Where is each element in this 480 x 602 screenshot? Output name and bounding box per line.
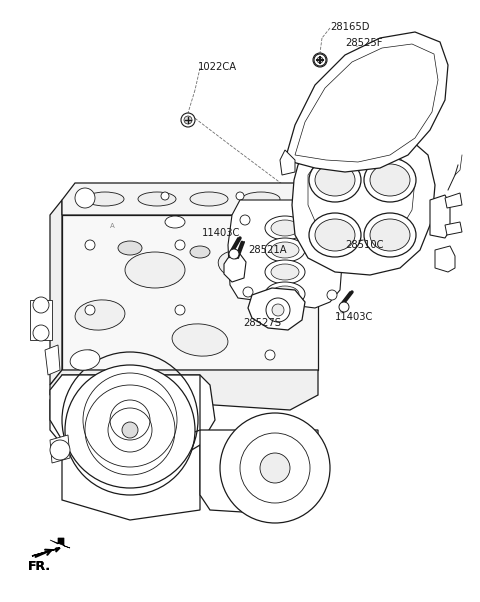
Text: 11403C: 11403C [335,312,373,322]
Circle shape [317,57,323,63]
Circle shape [161,192,169,200]
Ellipse shape [265,238,305,262]
Polygon shape [50,370,318,410]
Circle shape [236,192,244,200]
Polygon shape [248,288,305,330]
Ellipse shape [309,213,361,257]
Ellipse shape [364,158,416,202]
Polygon shape [30,300,52,340]
Ellipse shape [271,242,299,258]
Circle shape [175,240,185,250]
Circle shape [339,302,349,312]
Ellipse shape [70,350,100,370]
Ellipse shape [265,282,305,306]
Ellipse shape [262,220,278,230]
Text: FR.: FR. [28,560,51,573]
Polygon shape [45,345,60,375]
Ellipse shape [309,158,361,202]
Polygon shape [200,430,318,515]
Circle shape [272,304,284,316]
Circle shape [243,287,253,297]
Circle shape [184,116,192,124]
Circle shape [314,54,326,66]
Polygon shape [285,32,448,172]
Text: 28525F: 28525F [345,38,383,48]
Text: 28527S: 28527S [243,318,281,328]
Circle shape [33,297,49,313]
Text: 11403C: 11403C [202,228,240,238]
Text: 28165D: 28165D [330,22,370,32]
Polygon shape [445,222,462,235]
Ellipse shape [265,260,305,284]
Circle shape [33,325,49,341]
Polygon shape [292,128,435,275]
Circle shape [330,213,340,223]
Circle shape [240,433,310,503]
Polygon shape [280,150,295,175]
Polygon shape [50,435,70,463]
Ellipse shape [165,216,185,228]
Ellipse shape [218,250,262,279]
Polygon shape [50,538,70,548]
Text: 28510C: 28510C [345,240,384,250]
Polygon shape [50,375,200,445]
Circle shape [260,453,290,483]
Circle shape [265,350,275,360]
Ellipse shape [315,164,355,196]
Ellipse shape [364,213,416,257]
Ellipse shape [265,216,305,240]
Polygon shape [50,200,62,385]
Polygon shape [62,215,318,370]
Circle shape [266,298,290,322]
Circle shape [50,440,70,460]
Ellipse shape [370,219,410,251]
Ellipse shape [315,219,355,251]
Circle shape [327,290,337,300]
Circle shape [229,249,239,259]
Circle shape [75,188,95,208]
Circle shape [306,192,314,200]
Circle shape [122,422,138,438]
Circle shape [85,305,95,315]
Polygon shape [445,193,462,208]
Ellipse shape [75,300,125,330]
Polygon shape [224,254,246,282]
Polygon shape [32,548,60,556]
Circle shape [65,365,195,495]
Ellipse shape [125,252,185,288]
Polygon shape [228,200,345,308]
Circle shape [85,385,175,475]
Polygon shape [62,440,200,520]
Polygon shape [435,246,455,272]
Ellipse shape [271,286,299,302]
Ellipse shape [271,264,299,280]
Circle shape [220,413,330,523]
Polygon shape [50,375,215,460]
Ellipse shape [271,220,299,236]
Ellipse shape [190,192,228,206]
Circle shape [265,305,275,315]
Text: 1022CA: 1022CA [198,62,237,72]
Circle shape [240,215,250,225]
Circle shape [84,192,92,200]
Circle shape [181,113,195,127]
Ellipse shape [370,164,410,196]
Ellipse shape [172,324,228,356]
Ellipse shape [242,192,280,206]
Circle shape [108,408,152,452]
Polygon shape [430,195,450,238]
Circle shape [85,350,95,360]
Circle shape [85,240,95,250]
Polygon shape [62,183,318,215]
Text: 28521A: 28521A [248,245,287,255]
Ellipse shape [86,192,124,206]
Circle shape [265,240,275,250]
Ellipse shape [118,241,142,255]
Circle shape [175,305,185,315]
Ellipse shape [190,246,210,258]
Ellipse shape [138,192,176,206]
Text: A: A [109,223,114,229]
Text: FR.: FR. [28,560,51,573]
